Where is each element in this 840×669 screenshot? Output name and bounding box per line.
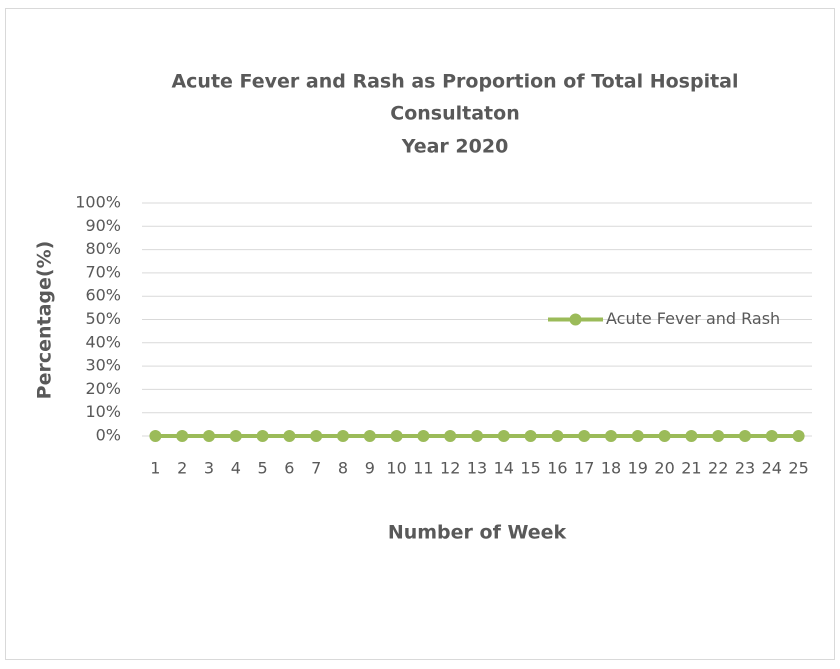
x-tick-label: 4 <box>231 459 241 478</box>
chart-subtitle: Year 2020 <box>401 136 509 158</box>
x-tick-label: 19 <box>628 459 648 478</box>
x-tick-label: 8 <box>338 459 348 478</box>
data-point <box>229 430 242 442</box>
y-tick-label: 0% <box>96 426 121 445</box>
data-point <box>149 430 162 442</box>
chart-frame <box>5 8 835 660</box>
data-point <box>337 430 349 442</box>
data-point <box>712 430 725 442</box>
y-tick-label: 70% <box>85 262 121 281</box>
x-tick-label: 17 <box>574 459 594 478</box>
x-tick-label: 13 <box>467 459 487 478</box>
chart-title: Acute Fever and Rash as Proportion of To… <box>171 71 738 93</box>
data-point <box>444 430 457 442</box>
x-tick-label: 3 <box>204 459 214 478</box>
x-axis-label: Number of Week <box>388 522 567 544</box>
data-point <box>497 430 510 442</box>
x-tick-label: 18 <box>601 459 621 478</box>
data-point <box>685 430 698 442</box>
legend-marker <box>569 313 582 326</box>
data-point <box>792 430 805 442</box>
x-tick-label: 24 <box>762 459 782 478</box>
data-point <box>739 430 751 442</box>
data-point <box>363 430 376 442</box>
x-tick-label: 23 <box>735 459 755 478</box>
x-tick-label: 1 <box>150 459 160 478</box>
y-tick-label: 30% <box>85 356 121 375</box>
x-tick-label: 11 <box>413 459 433 478</box>
y-tick-label: 90% <box>85 216 121 235</box>
x-tick-label: 5 <box>258 459 268 478</box>
x-tick-label: 25 <box>788 459 808 478</box>
data-point <box>283 430 296 442</box>
y-tick-label: 60% <box>85 286 121 305</box>
y-tick-label: 50% <box>85 309 121 328</box>
y-tick-label: 80% <box>85 239 121 258</box>
x-tick-label: 21 <box>681 459 701 478</box>
x-tick-label: 14 <box>494 459 514 478</box>
chart-title: Consultaton <box>390 103 519 125</box>
y-tick-label: 40% <box>85 332 121 351</box>
data-point <box>471 430 483 442</box>
x-tick-label: 9 <box>365 459 375 478</box>
x-tick-label: 15 <box>520 459 540 478</box>
data-point <box>551 430 564 442</box>
data-point <box>578 430 591 442</box>
x-tick-label: 16 <box>547 459 567 478</box>
x-tick-label: 12 <box>440 459 460 478</box>
legend-label: Acute Fever and Rash <box>606 309 780 328</box>
data-point <box>605 430 617 442</box>
y-tick-label: 10% <box>85 402 121 421</box>
data-point <box>631 430 644 442</box>
y-axis-label: Percentage(%) <box>34 241 56 400</box>
data-point <box>417 430 430 442</box>
x-tick-label: 6 <box>284 459 294 478</box>
x-tick-label: 10 <box>386 459 406 478</box>
x-tick-label: 7 <box>311 459 321 478</box>
data-point <box>658 430 671 442</box>
data-point <box>256 430 269 442</box>
y-tick-label: 100% <box>75 193 121 212</box>
data-point <box>390 430 403 442</box>
data-point <box>310 430 323 442</box>
data-point <box>203 430 215 442</box>
x-tick-label: 20 <box>654 459 674 478</box>
data-point <box>765 430 778 442</box>
x-tick-label: 2 <box>177 459 187 478</box>
data-point <box>524 430 537 442</box>
x-tick-label: 22 <box>708 459 728 478</box>
data-point <box>176 430 189 442</box>
y-tick-label: 20% <box>85 379 121 398</box>
